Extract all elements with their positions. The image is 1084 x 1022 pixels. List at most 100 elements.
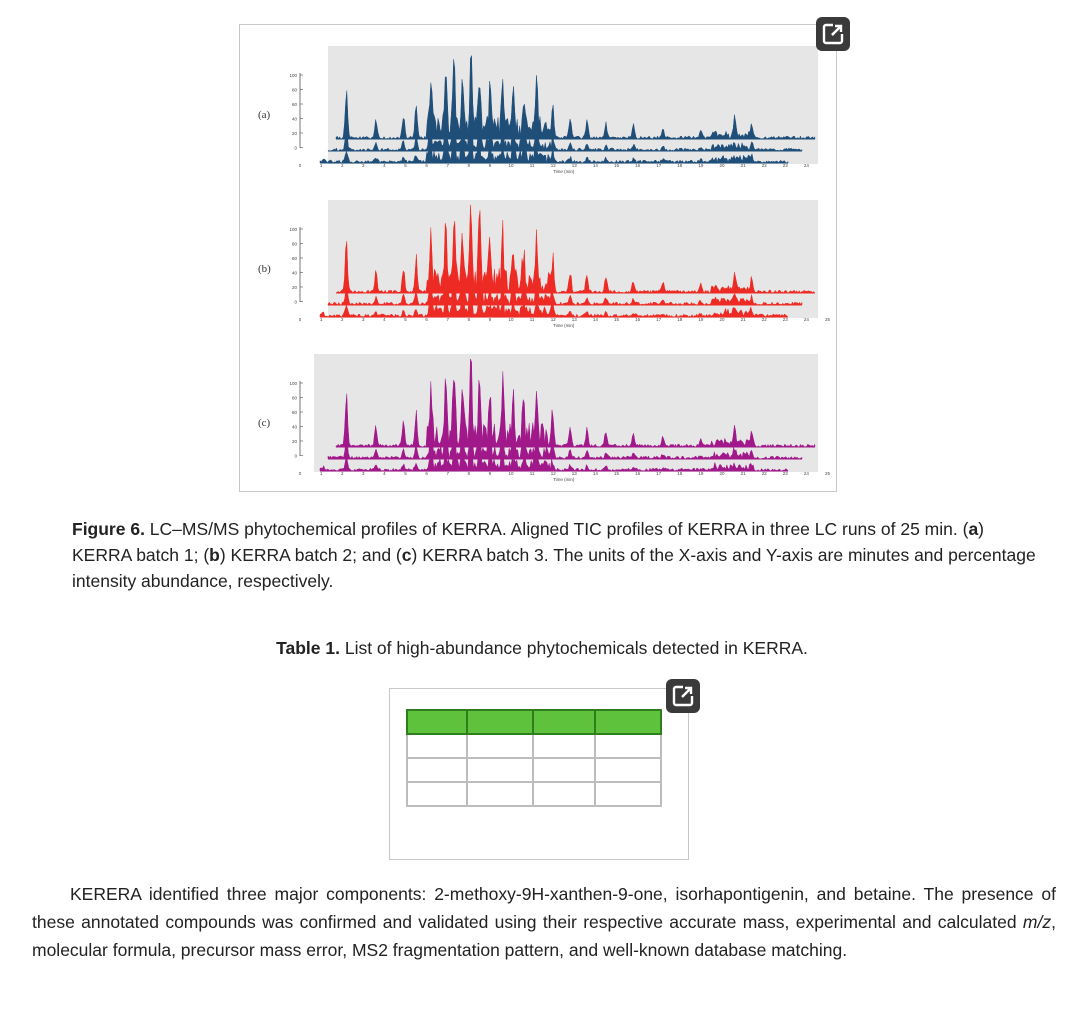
tic-trace [335, 204, 815, 294]
x-tick-label: 4 [383, 471, 386, 476]
x-tick-label: 2 [341, 163, 344, 168]
y-tick-label: 80 [292, 88, 298, 93]
x-tick-label: 23 [783, 471, 789, 476]
x-tick-label: 3 [362, 471, 365, 476]
x-tick-label: 6 [425, 317, 428, 322]
x-tick-label: 6 [425, 163, 428, 168]
x-tick-label: 4 [383, 163, 386, 168]
x-tick-label: 23 [783, 163, 789, 168]
x-tick-label: 17 [656, 163, 662, 168]
x-tick-label: 19 [698, 317, 704, 322]
x-tick-label: 10 [508, 163, 514, 168]
y-tick-label: 20 [292, 439, 298, 444]
y-tick-label: 100 [289, 227, 297, 232]
table-expand-button[interactable] [666, 679, 700, 713]
y-tick-label: 80 [292, 396, 298, 401]
tic-trace [319, 137, 789, 164]
external-link-icon [822, 23, 845, 45]
x-tick-label: 11 [530, 163, 535, 168]
x-tick-label: 24 [804, 317, 810, 322]
external-link-icon [672, 685, 695, 707]
y-tick-label: 20 [292, 285, 298, 290]
x-tick-label: 15 [614, 471, 620, 476]
x-tick-label: 11 [530, 317, 535, 322]
x-tick-label: 22 [762, 317, 768, 322]
y-tick-label: 0 [294, 146, 297, 151]
table-1-thumbnail [389, 679, 700, 860]
x-tick-label: 18 [677, 163, 683, 168]
figure-6-image: (a) 100 80 60 40 20 0 0 1 2 3 4 5 6 7 8 9 10 11 12 13 14 15 16 1… [239, 17, 850, 492]
y-tick-label: 20 [292, 131, 298, 136]
x-tick-label: 5 [404, 163, 407, 168]
x-tick-label: 15 [614, 163, 620, 168]
x-tick-label: 0 [299, 163, 302, 168]
x-tick-label: 12 [551, 163, 557, 168]
x-tick-label: 11 [530, 471, 535, 476]
tic-trace [327, 419, 803, 460]
x-tick-label: 20 [719, 317, 725, 322]
tic-trace [319, 291, 789, 318]
y-tick-label: 60 [292, 256, 298, 261]
x-tick-label: 3 [362, 317, 365, 322]
x-tick-label: 18 [677, 471, 683, 476]
figure-expand-button[interactable] [816, 17, 850, 51]
x-tick-label: 19 [698, 471, 704, 476]
x-tick-label: 15 [614, 317, 620, 322]
x-tick-label: 4 [383, 317, 386, 322]
x-tick-label: 13 [572, 317, 578, 322]
x-tick-label: 10 [508, 317, 514, 322]
x-tick-label: 16 [635, 317, 641, 322]
tic-trace [327, 266, 803, 306]
x-tick-label: 14 [593, 317, 599, 322]
panel-background [314, 354, 818, 472]
x-tick-label: 22 [762, 163, 768, 168]
tic-trace [319, 444, 789, 472]
x-tick-label: 8 [468, 471, 471, 476]
x-tick-label: 5 [404, 471, 407, 476]
x-tick-label: 1 [320, 471, 323, 476]
x-tick-label: 16 [635, 471, 641, 476]
x-axis-label: Time (min) [553, 477, 575, 482]
y-tick-label: 40 [292, 117, 298, 122]
y-tick-label: 100 [289, 73, 297, 78]
x-axis-label: Time (min) [553, 323, 575, 328]
x-tick-label: 21 [741, 317, 747, 322]
x-tick-label: 24 [804, 163, 810, 168]
x-tick-label: 0 [299, 317, 302, 322]
panel-label: (a) [258, 109, 271, 121]
y-tick-label: 60 [292, 410, 298, 415]
x-axis-label: Time (min) [553, 169, 575, 174]
panel-background [328, 46, 818, 164]
x-tick-label: 7 [446, 471, 449, 476]
x-tick-label: 14 [593, 471, 599, 476]
figure-label: Figure 6. [72, 519, 145, 539]
x-tick-label: 20 [719, 471, 725, 476]
x-tick-label: 1 [320, 163, 323, 168]
x-tick-label: 9 [489, 471, 492, 476]
y-tick-label: 0 [294, 300, 297, 305]
x-tick-label: 12 [551, 471, 557, 476]
x-tick-label: 10 [508, 471, 514, 476]
x-tick-label: 17 [656, 471, 662, 476]
mz-italic: m/z [1022, 912, 1052, 932]
x-tick-label: 21 [741, 471, 747, 476]
body-paragraph: KERERA identified three major components… [32, 884, 1056, 960]
x-tick-label: 24 [804, 471, 810, 476]
panel-label: (b) [258, 263, 271, 275]
x-tick-label: 12 [551, 317, 557, 322]
x-tick-label: 2 [341, 317, 344, 322]
x-tick-label: 0 [299, 471, 302, 476]
x-tick-label: 18 [677, 317, 683, 322]
x-tick-label: 7 [446, 317, 449, 322]
table-title: Table 1. List of high-abundance phytoche… [276, 638, 808, 658]
x-tick-label: 16 [635, 163, 641, 168]
tic-trace [335, 358, 816, 448]
y-tick-label: 80 [292, 242, 298, 247]
figure-caption: Figure 6. LC–MS/MS phytochemical profile… [72, 519, 1036, 591]
x-tick-label: 2 [341, 471, 344, 476]
x-tick-label: 25 [825, 471, 831, 476]
